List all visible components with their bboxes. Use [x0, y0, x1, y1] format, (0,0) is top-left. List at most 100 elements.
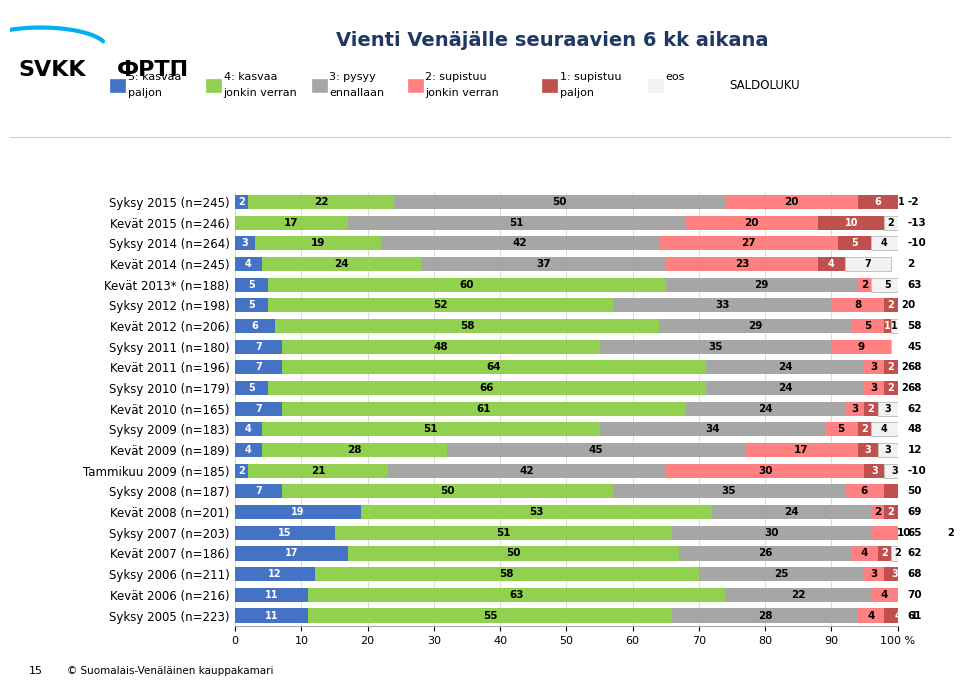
Bar	[235, 319, 275, 333]
Bar	[235, 422, 262, 436]
Text: jonkin verran: jonkin verran	[224, 88, 298, 98]
Text: 50: 50	[907, 486, 922, 497]
Bar	[845, 484, 884, 499]
Text: 22: 22	[314, 197, 328, 207]
Bar	[845, 402, 865, 416]
Text: 2: 2	[861, 424, 868, 434]
Text: 68: 68	[907, 383, 922, 393]
Text: 2: 2	[875, 507, 881, 517]
Text: 2: 2	[888, 383, 895, 393]
Text: 3: 3	[871, 363, 878, 372]
Bar	[898, 360, 911, 374]
Text: 50: 50	[553, 197, 567, 207]
Bar	[381, 236, 660, 250]
Bar	[891, 547, 904, 560]
Text: 63: 63	[907, 280, 922, 289]
Bar	[877, 443, 898, 457]
Bar	[235, 257, 262, 271]
Bar	[235, 195, 249, 209]
Text: 42: 42	[519, 466, 534, 476]
Bar	[712, 505, 871, 519]
Text: 61: 61	[907, 611, 922, 620]
Text: 3: pysyy: 3: pysyy	[329, 72, 376, 82]
Text: 2: supistuu: 2: supistuu	[425, 72, 487, 82]
Text: 48: 48	[907, 424, 923, 434]
Text: -10: -10	[907, 466, 926, 476]
Bar	[599, 422, 825, 436]
Bar	[235, 278, 268, 291]
Text: 26: 26	[757, 549, 773, 558]
Text: SALDOLUKU: SALDOLUKU	[730, 79, 801, 92]
Bar	[864, 381, 884, 395]
Text: 4: 4	[861, 549, 868, 558]
Text: 7: 7	[255, 363, 262, 372]
Text: 0: 0	[907, 300, 915, 311]
Text: jonkin verran: jonkin verran	[425, 88, 499, 98]
Text: 58: 58	[460, 321, 474, 331]
Bar	[420, 257, 666, 271]
Text: 29: 29	[755, 280, 769, 289]
Text: 22: 22	[791, 590, 805, 600]
Bar	[877, 547, 891, 560]
Bar	[281, 340, 599, 354]
Bar	[281, 360, 706, 374]
Text: 6: 6	[252, 321, 258, 331]
Bar	[871, 588, 898, 602]
Text: 35: 35	[708, 341, 723, 352]
Bar	[348, 215, 685, 230]
Text: 4: kasvaa: 4: kasvaa	[224, 72, 277, 82]
Text: 2: 2	[868, 404, 875, 414]
Text: 28: 28	[757, 611, 773, 620]
Text: 2: 2	[238, 197, 245, 207]
Text: 33: 33	[715, 300, 730, 311]
Text: 10: 10	[845, 218, 858, 228]
Text: 6: 6	[900, 486, 907, 497]
Bar	[249, 464, 388, 477]
Bar	[898, 588, 924, 602]
Text: 29: 29	[748, 321, 762, 331]
Bar	[262, 257, 420, 271]
Bar	[858, 195, 898, 209]
Bar	[838, 236, 871, 250]
Text: 7: 7	[255, 341, 262, 352]
Bar	[884, 215, 898, 230]
Text: 17: 17	[285, 549, 299, 558]
Bar	[268, 278, 666, 291]
Bar	[388, 464, 666, 477]
Text: 5: kasvaa: 5: kasvaa	[128, 72, 181, 82]
Text: ФРТП: ФРТП	[117, 60, 189, 80]
Bar	[268, 298, 612, 313]
Text: 34: 34	[705, 424, 719, 434]
Bar	[249, 195, 395, 209]
Text: 24: 24	[784, 507, 799, 517]
Bar	[235, 236, 255, 250]
Text: 17: 17	[794, 445, 809, 455]
Text: 27: 27	[741, 238, 756, 248]
Text: 7: 7	[255, 404, 262, 414]
Bar	[281, 402, 685, 416]
Bar	[599, 340, 831, 354]
Bar	[308, 609, 672, 622]
Bar	[235, 340, 281, 354]
Bar	[268, 381, 706, 395]
Bar	[877, 402, 898, 416]
Bar	[831, 298, 884, 313]
Bar	[871, 526, 937, 540]
Text: 51: 51	[510, 218, 524, 228]
Text: 4: 4	[868, 611, 875, 620]
Text: 5: 5	[884, 280, 891, 289]
Text: 70: 70	[907, 590, 923, 600]
Text: 2: 2	[238, 466, 245, 476]
Text: 21: 21	[311, 466, 325, 476]
Bar	[818, 257, 845, 271]
Text: 2: 2	[888, 218, 895, 228]
Text: 2: 2	[861, 280, 868, 289]
Text: 68: 68	[907, 363, 922, 372]
Text: 58: 58	[499, 569, 514, 579]
Text: 35: 35	[721, 486, 736, 497]
Bar	[858, 278, 871, 291]
Bar	[235, 464, 249, 477]
Text: 2: 2	[907, 259, 915, 269]
Text: 2: 2	[888, 300, 895, 311]
Bar	[235, 381, 268, 395]
